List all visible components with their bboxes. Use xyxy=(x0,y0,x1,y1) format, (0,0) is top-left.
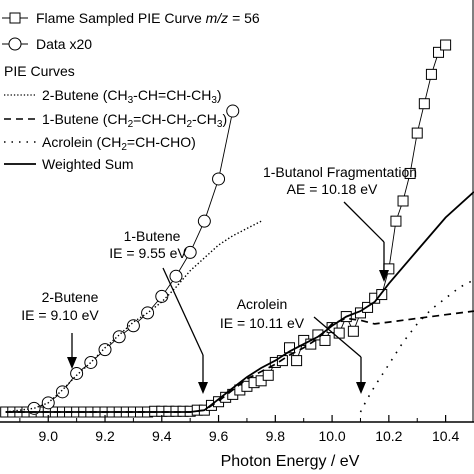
square-marker xyxy=(319,334,331,346)
annotation-acrolein-line2: IE = 10.11 eV xyxy=(220,315,305,331)
annotation-1-butene-line2: IE = 9.55 eV xyxy=(109,245,187,261)
annotation-1-butanol-line1: 1-Butanol Fragmentation xyxy=(263,164,417,180)
square-marker xyxy=(411,127,423,139)
plot-area xyxy=(0,0,474,423)
series-layer xyxy=(0,39,474,418)
legend-item-acrolein: Acrolein (CH2=CH-CHO) xyxy=(4,134,196,153)
square-marker xyxy=(425,68,437,80)
annotation-2-butene-line2: IE = 9.10 eV xyxy=(21,307,99,323)
square-marker xyxy=(255,375,267,387)
x-axis-label: Photon Energy / eV xyxy=(221,453,360,470)
square-marker xyxy=(291,355,303,367)
series-2 xyxy=(5,220,262,413)
square-marker xyxy=(390,215,402,227)
x-tick-label: 10.2 xyxy=(375,428,402,444)
square-marker xyxy=(433,46,445,58)
legend-item-weighted-sum: Weighted Sum xyxy=(4,156,134,172)
circle-marker xyxy=(155,289,169,303)
annotation-1-butene-line1: 1-Butene xyxy=(124,228,181,244)
arrow-down-icon xyxy=(198,382,208,394)
arrow-down-icon xyxy=(379,270,389,282)
square-marker xyxy=(440,39,452,51)
legend-label-weighted-sum: Weighted Sum xyxy=(42,156,134,172)
annotation-acrolein-line1: Acrolein xyxy=(237,296,288,312)
square-marker xyxy=(376,289,388,301)
legend-item-flame-sampled: Flame Sampled PIE Curve m/z = 56 xyxy=(2,10,260,26)
legend-item-2-butene: 2-Butene (CH3-CH=CH-CH3) xyxy=(4,87,222,106)
legend-label-data-x20: Data x20 xyxy=(36,36,92,52)
legend-label-1-butene: 1-Butene (CH2=CH-CH2-CH3) xyxy=(42,111,227,130)
x-tick-label: 9.6 xyxy=(209,428,229,444)
legend-label-flame-sampled: Flame Sampled PIE Curve m/z = 56 xyxy=(36,10,260,26)
x-axis: 9.0 9.2 9.4 9.6 9.8 10.0 10.2 10.4 xyxy=(19,415,459,444)
series-line xyxy=(5,220,262,413)
circle-marker xyxy=(112,330,126,344)
series-line xyxy=(5,191,474,413)
circle-marker xyxy=(197,214,211,228)
square-marker xyxy=(312,329,324,341)
square-marker-icon xyxy=(9,12,21,24)
square-marker xyxy=(284,342,296,354)
x-tick-label: 9.2 xyxy=(95,428,115,444)
annotation-1-butene: 1-Butene IE = 9.55 eV xyxy=(109,228,208,394)
x-tick-label: 10.4 xyxy=(432,428,459,444)
series-5 xyxy=(5,191,474,413)
x-tick-label: 9.4 xyxy=(152,428,172,444)
annotation-1-butanol-leader xyxy=(343,201,385,243)
legend-item-data-x20: Data x20 xyxy=(2,36,92,52)
legend: Flame Sampled PIE Curve m/z = 56 Data x2… xyxy=(2,10,260,172)
circle-marker xyxy=(141,306,155,320)
annotation-2-butene: 2-Butene IE = 9.10 eV xyxy=(21,289,99,369)
legend-group-title: PIE Curves xyxy=(4,63,75,79)
square-marker xyxy=(347,325,359,337)
circle-marker xyxy=(126,319,140,333)
annotation-1-butene-leader xyxy=(162,267,204,356)
legend-label-2-butene: 2-Butene (CH3-CH=CH-CH3) xyxy=(42,87,222,106)
circle-marker xyxy=(183,245,197,259)
x-tick-label: 9.0 xyxy=(39,428,59,444)
legend-item-1-butene: 1-Butene (CH2=CH-CH2-CH3) xyxy=(4,111,227,130)
circle-marker xyxy=(212,172,226,186)
annotation-1-butanol-line2: AE = 10.18 eV xyxy=(287,181,378,197)
square-marker xyxy=(397,195,409,207)
circle-marker xyxy=(169,269,183,283)
annotation-acrolein-leader xyxy=(313,316,362,358)
annotation-acrolein: Acrolein IE = 10.11 eV xyxy=(220,296,366,394)
square-marker xyxy=(404,167,416,179)
circle-marker-icon xyxy=(8,37,22,51)
circle-marker xyxy=(70,366,84,380)
circle-marker xyxy=(226,104,240,118)
square-marker xyxy=(262,369,274,381)
x-tick-label: 9.8 xyxy=(266,428,286,444)
annotation-1-butanol-fragmentation: 1-Butanol Fragmentation AE = 10.18 eV xyxy=(263,164,417,282)
annotation-2-butene-line1: 2-Butene xyxy=(42,289,99,305)
series-line xyxy=(5,310,474,413)
annotations: 1-Butanol Fragmentation AE = 10.18 eV 1-… xyxy=(21,164,417,394)
square-marker xyxy=(333,327,345,339)
circle-marker xyxy=(98,343,112,357)
legend-label-acrolein: Acrolein (CH2=CH-CHO) xyxy=(42,134,196,153)
series-3 xyxy=(5,310,474,413)
circle-marker xyxy=(55,385,69,399)
x-tick-label: 10.0 xyxy=(318,428,345,444)
series-1 xyxy=(27,104,240,415)
square-marker xyxy=(418,98,430,110)
arrow-down-icon xyxy=(356,382,366,394)
arrow-down-icon xyxy=(67,357,77,369)
